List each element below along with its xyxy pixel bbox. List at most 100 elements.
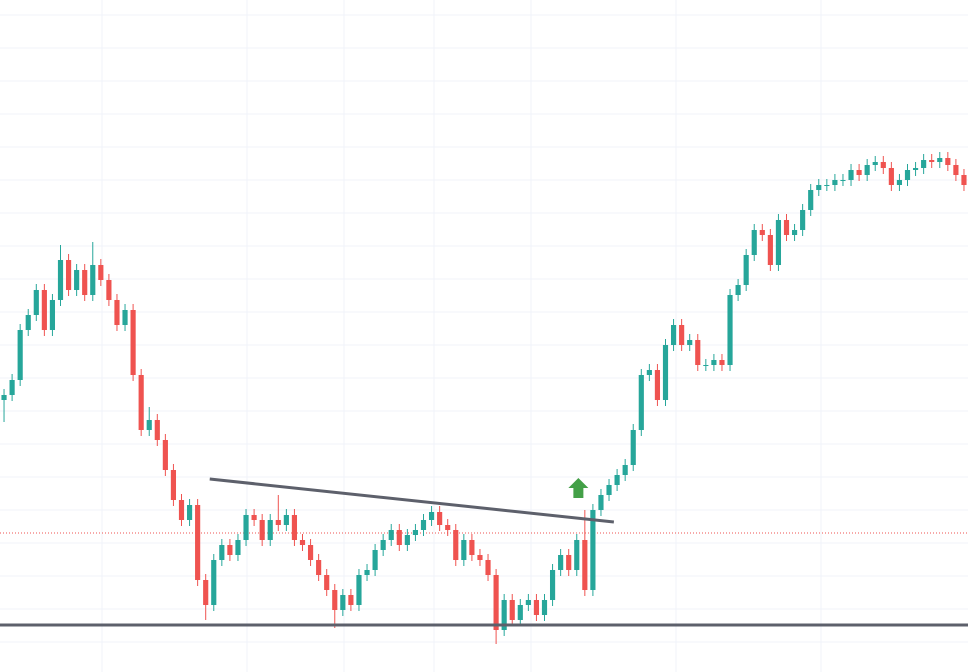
candle-body: [106, 280, 112, 300]
candle-body: [783, 220, 790, 235]
candle-body: [775, 220, 782, 265]
candle-body: [896, 180, 903, 185]
candle-body: [283, 515, 289, 525]
candle-body: [961, 175, 967, 185]
candle-body: [98, 265, 104, 280]
candle-body: [122, 310, 128, 325]
candle-body: [162, 440, 168, 470]
candle-body: [606, 485, 612, 495]
candle-body: [340, 595, 346, 610]
candle-body: [953, 165, 959, 175]
candle-body: [743, 255, 749, 285]
candle-body: [929, 160, 935, 162]
candle-body: [332, 590, 338, 610]
candle-body: [574, 540, 580, 570]
candle-body: [832, 180, 838, 185]
candle-body: [356, 575, 362, 605]
candle-body: [203, 580, 209, 605]
candle-body: [646, 370, 652, 375]
candle-body: [759, 230, 765, 235]
candle-body: [719, 360, 725, 365]
signal-arrow: [568, 478, 589, 498]
candle-body: [767, 235, 773, 265]
candle-body: [541, 600, 548, 615]
candle-body: [388, 530, 394, 540]
candle-body: [138, 375, 144, 430]
candle-body: [299, 540, 306, 545]
candle-body: [348, 595, 354, 605]
candle-body: [921, 160, 927, 168]
candle-body: [33, 290, 39, 315]
candle-body: [558, 555, 564, 570]
candle-body: [259, 520, 265, 540]
candle-body: [533, 600, 540, 615]
candle-body: [751, 230, 757, 255]
candle-body: [654, 370, 661, 400]
candle-body: [864, 165, 870, 175]
candle-body: [549, 570, 556, 600]
candle-body: [82, 270, 88, 295]
candle-body: [154, 420, 160, 440]
candle-body: [590, 510, 596, 590]
candle-body: [937, 158, 943, 162]
candle-body: [170, 470, 177, 500]
candle-body: [74, 270, 80, 290]
candle-body: [251, 515, 257, 520]
candle-body: [380, 540, 386, 550]
candle-body: [888, 168, 894, 185]
candle-body: [275, 520, 281, 525]
candle-body: [800, 210, 806, 230]
candle-body: [582, 540, 588, 590]
candle-body: [856, 170, 862, 175]
candle-body: [808, 190, 814, 210]
candle-body: [25, 315, 31, 330]
candle-body: [687, 340, 693, 345]
candle-body: [816, 185, 822, 190]
candle-body: [638, 375, 644, 430]
candle-body: [493, 575, 499, 630]
candle-body: [727, 295, 733, 365]
candle-body: [453, 530, 459, 560]
candle-body: [598, 495, 604, 510]
candle-body: [291, 515, 298, 540]
candle-body: [469, 540, 475, 555]
candle-body: [904, 170, 911, 180]
candle-body: [485, 560, 491, 575]
candle-body: [912, 168, 919, 170]
candle-body: [824, 185, 830, 186]
candle-body: [445, 525, 451, 530]
candle-body: [420, 520, 427, 530]
trendline: [209, 477, 615, 524]
candle-body: [703, 365, 709, 366]
candle-body: [316, 560, 322, 575]
candle-body: [872, 162, 878, 165]
candle-body: [461, 540, 467, 560]
candle-body: [243, 515, 249, 540]
candle-body: [219, 545, 225, 560]
candle-body: [9, 380, 15, 395]
candle-body: [49, 300, 56, 330]
candle-body: [41, 290, 47, 330]
candle-body: [679, 325, 685, 345]
candle-body: [662, 345, 669, 400]
candle-body: [404, 535, 410, 545]
candle-body: [235, 540, 241, 555]
candle-body: [227, 545, 233, 555]
candle-body: [566, 555, 572, 570]
candle-body: [372, 550, 378, 570]
candle-body: [428, 512, 435, 520]
candle-body: [695, 340, 701, 365]
candle-body: [364, 570, 370, 575]
candle-body: [396, 530, 402, 545]
candle-body: [146, 420, 152, 430]
candle-body: [622, 465, 628, 475]
candle-body: [517, 605, 523, 620]
candle-body: [945, 158, 951, 165]
candle-body: [114, 300, 120, 325]
candle-body: [437, 512, 443, 525]
candle-body: [178, 500, 185, 520]
candle-body: [509, 600, 515, 620]
candle-body: [211, 560, 217, 605]
candle-body: [735, 285, 741, 295]
